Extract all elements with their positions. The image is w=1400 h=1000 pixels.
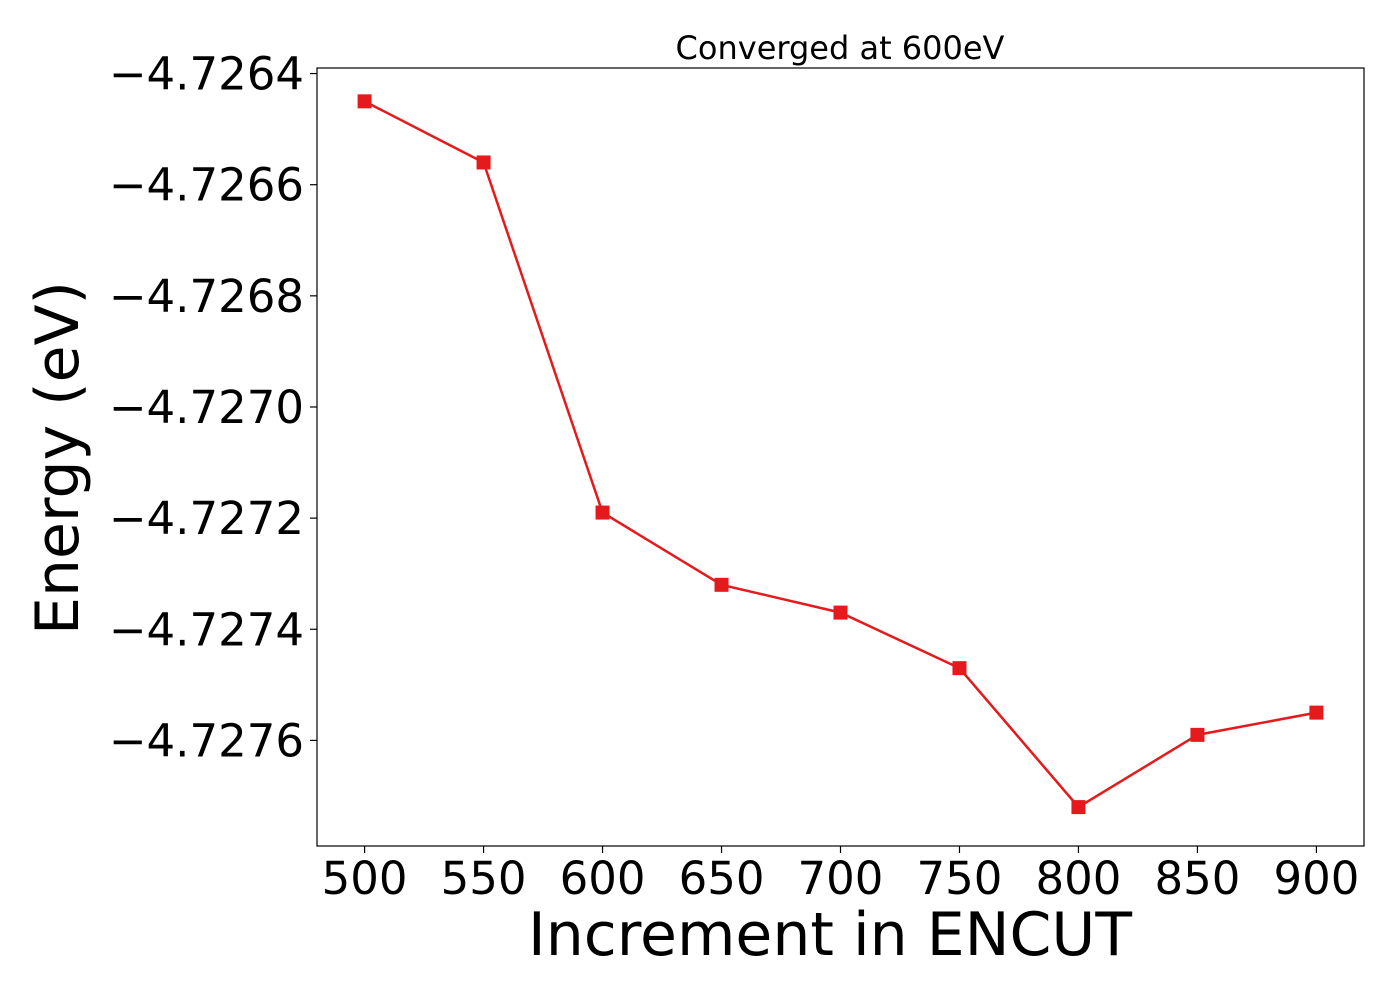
x-axis-label: Increment in ENCUT [528, 900, 1132, 970]
x-tick-label: 600 [560, 852, 646, 905]
x-tick-label: 550 [441, 852, 527, 905]
x-tick-label: 900 [1273, 852, 1359, 905]
data-point-marker [952, 661, 967, 676]
y-tick-label: −4.7274 [109, 603, 304, 656]
x-axis-ticks: 500 550 600 650 700 750 800 850 900 [322, 846, 1359, 905]
x-tick-label: 650 [679, 852, 765, 905]
y-axis-ticks: −4.7264 −4.7266 −4.7268 −4.7270 −4.7272 −4.72… [109, 48, 317, 767]
series-group [357, 94, 1324, 815]
data-point-marker [1309, 705, 1324, 720]
y-axis-label: Energy (eV) [23, 281, 93, 635]
data-point-marker [1071, 800, 1086, 815]
y-tick-label: −4.7264 [109, 48, 304, 101]
y-tick-label: −4.7266 [109, 159, 304, 212]
x-tick-label: 750 [917, 852, 1003, 905]
data-point-marker [595, 505, 610, 520]
y-tick-label: −4.7276 [109, 714, 304, 767]
chart-title: Converged at 600eV [676, 29, 1005, 67]
data-point-marker [1190, 727, 1205, 742]
data-point-marker [476, 155, 491, 170]
x-tick-label: 850 [1154, 852, 1240, 905]
y-tick-label: −4.7268 [109, 270, 304, 323]
data-point-marker [833, 605, 848, 620]
x-tick-label: 500 [322, 852, 408, 905]
data-point-marker [357, 94, 372, 109]
y-tick-label: −4.7270 [109, 381, 304, 434]
data-point-marker [714, 577, 729, 592]
y-tick-label: −4.7272 [109, 492, 304, 545]
x-tick-label: 700 [798, 852, 884, 905]
x-tick-label: 800 [1036, 852, 1122, 905]
